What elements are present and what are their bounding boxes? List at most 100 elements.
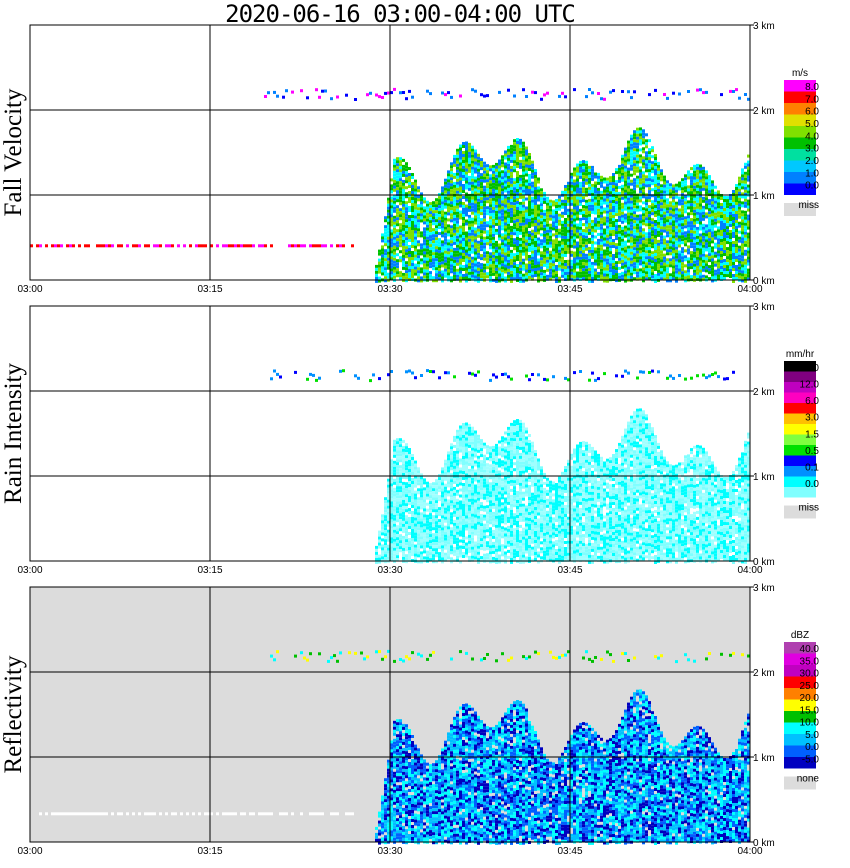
data-cell <box>624 234 627 238</box>
data-cell <box>399 184 402 188</box>
data-cell <box>525 236 528 240</box>
data-cell <box>375 273 378 277</box>
data-cell <box>678 92 681 96</box>
data-cell <box>570 259 573 263</box>
data-cell <box>447 194 450 198</box>
data-cell <box>546 202 549 206</box>
data-cell <box>417 503 420 507</box>
data-cell <box>678 235 681 239</box>
data-cell <box>621 262 624 266</box>
data-cell <box>609 263 612 267</box>
data-cell <box>669 216 672 220</box>
data-cell <box>459 168 462 172</box>
data-cell <box>684 234 687 238</box>
data-cell <box>678 229 681 233</box>
data-cell <box>702 265 705 269</box>
data-cell <box>417 467 420 471</box>
data-cell <box>483 263 486 267</box>
data-cell <box>387 203 390 207</box>
data-cell <box>399 528 402 532</box>
data-cell <box>426 218 429 222</box>
data-cell <box>387 523 390 527</box>
data-cell <box>468 241 471 245</box>
data-cell <box>375 276 378 280</box>
data-cell <box>690 221 693 225</box>
data-cell <box>465 267 468 271</box>
data-cell <box>615 261 618 265</box>
data-cell <box>627 161 630 165</box>
data-cell <box>597 244 600 248</box>
data-cell <box>522 228 525 232</box>
data-cell <box>516 195 519 198</box>
data-cell <box>555 244 558 247</box>
data-cell <box>681 268 684 272</box>
data-cell <box>546 211 549 215</box>
data-cell <box>402 466 405 470</box>
data-cell <box>588 276 591 280</box>
data-cell <box>594 256 597 260</box>
data-cell <box>702 184 705 188</box>
data-cell <box>435 279 438 283</box>
data-cell <box>582 178 585 182</box>
data-cell <box>633 184 636 188</box>
data-cell <box>648 214 651 218</box>
data-cell <box>651 203 654 207</box>
data-cell <box>492 239 495 243</box>
data-cell <box>639 229 642 233</box>
data-cell <box>426 263 429 267</box>
data-cell <box>432 219 435 223</box>
data-cell <box>486 167 489 171</box>
data-cell <box>747 190 750 194</box>
data-cell <box>720 212 723 215</box>
data-cell <box>744 165 747 169</box>
data-cell <box>636 376 639 380</box>
data-cell <box>528 261 531 264</box>
data-cell <box>603 189 606 193</box>
data-cell <box>645 184 648 188</box>
data-cell <box>405 264 408 268</box>
data-cell <box>693 227 696 231</box>
data-cell <box>600 247 603 251</box>
data-cell <box>411 490 414 493</box>
data-cell <box>534 220 537 223</box>
data-cell <box>708 217 711 221</box>
data-cell <box>648 244 651 248</box>
data-cell <box>600 241 603 245</box>
data-cell <box>501 224 504 228</box>
data-cell <box>390 528 393 532</box>
data-cell <box>747 169 750 173</box>
data-cell <box>747 187 750 191</box>
data-cell <box>519 165 522 169</box>
data-cell <box>450 162 453 166</box>
data-cell <box>732 265 735 268</box>
data-cell <box>609 209 612 213</box>
data-cell <box>411 544 414 547</box>
data-cell <box>690 224 693 228</box>
data-cell <box>549 256 552 260</box>
data-cell <box>423 209 426 213</box>
data-cell <box>471 247 474 251</box>
data-cell <box>576 259 579 263</box>
data-cell <box>627 272 630 276</box>
data-cell <box>522 150 525 154</box>
data-cell <box>588 216 591 220</box>
data-cell <box>390 250 393 254</box>
data-cell <box>375 551 378 555</box>
data-cell <box>393 469 396 473</box>
data-cell <box>507 262 510 266</box>
data-cell <box>744 186 747 190</box>
data-cell <box>459 243 462 247</box>
data-cell <box>675 207 678 211</box>
data-cell <box>459 162 462 166</box>
data-cell <box>687 188 690 192</box>
data-cell <box>510 219 513 223</box>
data-cell <box>405 261 408 265</box>
data-cell <box>525 95 528 98</box>
data-cell <box>573 221 576 225</box>
data-cell <box>597 178 600 182</box>
data-cell <box>645 223 648 227</box>
data-cell <box>468 274 471 278</box>
data-cell <box>657 188 660 192</box>
data-cell <box>471 148 474 152</box>
data-cell <box>432 255 435 259</box>
